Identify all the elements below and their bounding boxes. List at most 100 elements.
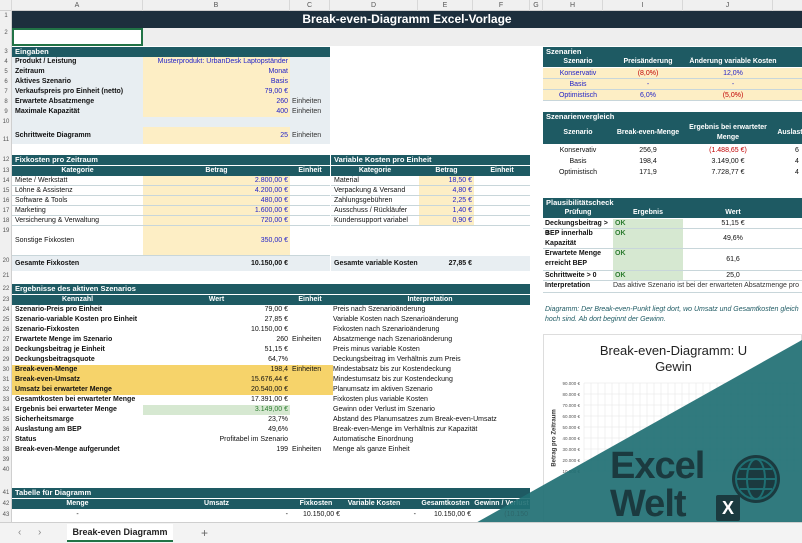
row-number[interactable]: 43 <box>2 512 10 518</box>
variable-cost-amount[interactable]: 1,40 € <box>419 206 474 215</box>
input-row[interactable]: Aktives Szenario Basis <box>12 77 330 87</box>
scenario-extra[interactable] <box>783 90 802 100</box>
row-number[interactable]: 36 <box>2 427 10 433</box>
row-number[interactable]: 32 <box>2 387 10 393</box>
input-row[interactable]: Zeitraum Monat <box>12 67 330 77</box>
result-row[interactable]: Erwartete Menge im Szenario 260 Einheiten A… <box>12 335 530 345</box>
result-row[interactable]: Szenario-Fixkosten 10.150,00 € Fixkosten n… <box>12 325 530 335</box>
result-row[interactable]: Szenario-Preis pro Einheit 79,00 € Preis n… <box>12 305 530 315</box>
fixed-cost-row[interactable]: Versicherung & Verwaltung 720,00 € <box>12 216 330 226</box>
scenario-name[interactable]: Optimistisch <box>543 90 613 100</box>
result-row[interactable]: Szenario-variable Kosten pro Einheit 27,8… <box>12 315 530 325</box>
input-value[interactable]: Musterprodukt: UrbanDesk Laptopständer <box>143 57 290 67</box>
col-header-e[interactable]: E <box>418 0 473 11</box>
input-row[interactable]: Produkt / Leistung Musterprodukt: UrbanDe… <box>12 57 330 67</box>
add-sheet-button[interactable]: + <box>201 526 209 540</box>
result-row[interactable]: Status Profitabel im Szenario Automatische… <box>12 435 530 445</box>
result-row[interactable]: Ergebnis bei erwarteter Menge 3.149,00 € G… <box>12 405 530 415</box>
input-value[interactable]: Monat <box>143 67 290 77</box>
row-number[interactable]: 41 <box>2 490 10 496</box>
scenario-name[interactable]: Konservativ <box>543 68 613 78</box>
variable-cost-row[interactable]: Ausschuss / Rückläufer 1,40 € <box>331 206 530 216</box>
row-number[interactable]: 31 <box>2 377 10 383</box>
scenario-price-change[interactable]: - <box>613 79 683 89</box>
scroll-right-icon[interactable]: › <box>38 527 42 538</box>
scenario-price-change[interactable]: (8,0%) <box>613 68 683 78</box>
row-number[interactable]: 1 <box>4 13 8 19</box>
row-number[interactable]: 6 <box>4 79 8 85</box>
input-value[interactable]: 25 <box>143 127 290 144</box>
row-number[interactable]: 2 <box>4 30 8 36</box>
variable-cost-amount[interactable]: 0,90 € <box>419 216 474 225</box>
fixed-cost-row[interactable]: Löhne & Assistenz 4.200,00 € <box>12 186 330 196</box>
row-number[interactable]: 21 <box>2 273 10 279</box>
col-header-g[interactable]: G <box>530 0 543 11</box>
scenario-extra[interactable] <box>783 79 802 89</box>
row-number[interactable]: 33 <box>2 397 10 403</box>
fixed-costs-total-row[interactable]: Gesamte Fixkosten 10.150,00 € <box>12 256 330 271</box>
variable-costs-total-row[interactable]: Gesamte variable Kosten 27,85 € <box>331 256 530 271</box>
scenario-extra[interactable] <box>783 68 802 78</box>
check-row[interactable]: Erwartete Menge erreicht BEP OK 61,6 <box>543 249 802 271</box>
row-number[interactable]: 27 <box>2 337 10 343</box>
fixed-cost-row[interactable]: Sonstige Fixkosten 350,00 € <box>12 226 330 256</box>
variable-cost-row[interactable]: Kundensupport variabel 0,90 € <box>331 216 530 226</box>
result-row[interactable]: Break-even-Menge 198,4 Einheiten Mindestabs… <box>12 365 530 375</box>
result-row[interactable]: Deckungsbeitragsquote 64,7% Deckungsbeitra… <box>12 355 530 365</box>
variable-cost-row[interactable]: Material 18,50 € <box>331 176 530 186</box>
active-cell-a2[interactable] <box>12 28 143 46</box>
row-number[interactable]: 4 <box>4 59 8 65</box>
col-header-h[interactable]: H <box>543 0 603 11</box>
result-row[interactable]: Gesamtkosten bei erwarteter Menge 17.391,… <box>12 395 530 405</box>
row-number[interactable]: 18 <box>2 218 10 224</box>
check-row[interactable]: Schrittweite > 0 OK 25,0 <box>543 271 802 281</box>
row-number[interactable]: 29 <box>2 357 10 363</box>
row-number[interactable]: 38 <box>2 447 10 453</box>
row-number[interactable]: 10 <box>2 119 10 125</box>
check-row[interactable]: Interpretation Das aktive Szenario ist be… <box>543 281 802 293</box>
row-number[interactable]: 28 <box>2 347 10 353</box>
fixed-cost-row[interactable]: Software & Tools 480,00 € <box>12 196 330 206</box>
row-number[interactable]: 35 <box>2 417 10 423</box>
fixed-cost-amount[interactable]: 720,00 € <box>143 216 290 225</box>
row-number[interactable]: 19 <box>2 228 10 234</box>
input-row[interactable]: Verkaufspreis pro Einheit (netto) 79,00 € <box>12 87 330 97</box>
fixed-cost-row[interactable]: Marketing 1.600,00 € <box>12 206 330 216</box>
fixed-cost-row[interactable]: Miete / Werkstatt 2.800,00 € <box>12 176 330 186</box>
row-number[interactable]: 11 <box>2 137 10 143</box>
col-header-b[interactable]: B <box>143 0 290 11</box>
result-row[interactable]: Auslastung am BEP 49,6% Break-even-Menge i… <box>12 425 530 435</box>
col-header-d[interactable]: D <box>330 0 418 11</box>
result-row[interactable]: Umsatz bei erwarteter Menge 20.540,00 € Pl… <box>12 385 530 395</box>
row-number[interactable]: 23 <box>2 297 10 303</box>
variable-cost-row[interactable]: Zahlungsgebühren 2,25 € <box>331 196 530 206</box>
scenario-name[interactable]: Basis <box>543 79 613 89</box>
check-row[interactable]: Deckungsbeitrag > 0 OK 51,15 € <box>543 219 802 237</box>
fixed-cost-amount[interactable]: 350,00 € <box>143 226 290 255</box>
input-value[interactable]: Basis <box>143 77 290 87</box>
row-number[interactable]: 13 <box>2 168 10 174</box>
input-value[interactable]: 79,00 € <box>143 87 290 97</box>
row-number[interactable]: 5 <box>4 69 8 75</box>
variable-cost-amount[interactable]: 18,50 € <box>419 176 474 185</box>
row-number[interactable]: 20 <box>2 258 10 264</box>
row-number[interactable]: 15 <box>2 188 10 194</box>
variable-cost-amount[interactable]: 4,80 € <box>419 186 474 195</box>
col-header-i[interactable]: I <box>603 0 683 11</box>
sheet-tab-break-even[interactable]: Break-even Diagramm <box>67 524 173 542</box>
scenario-variable-change[interactable]: (5,0%) <box>683 90 783 100</box>
comparison-row[interactable]: Basis 198,4 3.149,00 € 4 <box>543 156 802 167</box>
check-row[interactable]: BEP innerhalb Kapazität OK 49,6% <box>543 229 802 249</box>
row-number[interactable]: 39 <box>2 457 10 463</box>
scenario-row[interactable]: Optimistisch 6,0% (5,0%) <box>543 90 802 101</box>
col-header-f[interactable]: F <box>473 0 530 11</box>
row-number[interactable]: 25 <box>2 317 10 323</box>
row-number[interactable]: 24 <box>2 307 10 313</box>
row-number[interactable]: 30 <box>2 367 10 373</box>
scenario-variable-change[interactable]: 12,0% <box>683 68 783 78</box>
row-number[interactable]: 42 <box>2 501 10 507</box>
row-number[interactable]: 37 <box>2 437 10 443</box>
scenario-variable-change[interactable]: - <box>683 79 783 89</box>
col-header-j[interactable]: J <box>683 0 773 11</box>
comparison-row[interactable]: Konservativ 256,9 (1.488,65 €) 6 <box>543 145 802 156</box>
